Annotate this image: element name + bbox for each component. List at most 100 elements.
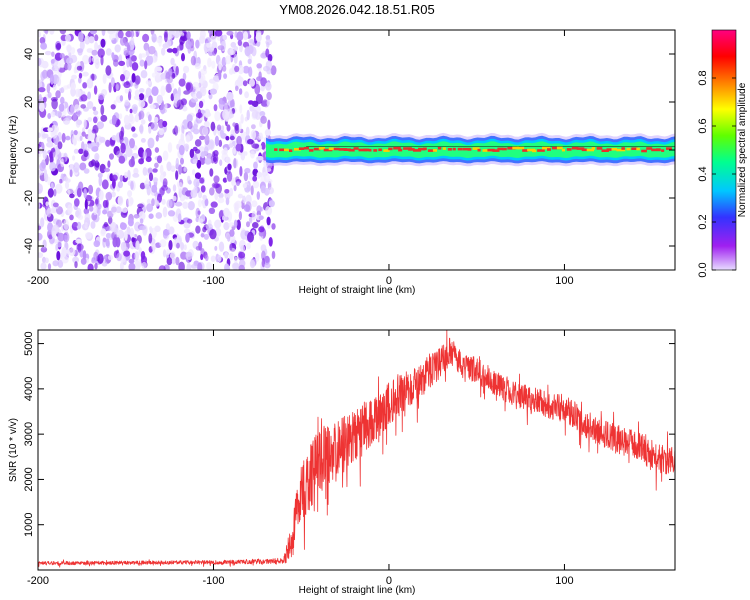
noise-speckle: [101, 30, 106, 36]
noise-speckle: [47, 188, 54, 198]
signal-core: [636, 147, 640, 151]
noise-speckle: [261, 257, 266, 268]
noise-speckle: [225, 197, 230, 206]
noise-speckle: [105, 238, 110, 247]
noise-speckle: [188, 179, 192, 185]
noise-speckle: [104, 167, 110, 173]
noise-speckle: [38, 232, 43, 241]
noise-speckle: [212, 156, 217, 162]
noise-speckle: [205, 113, 209, 118]
noise-speckle: [198, 191, 203, 199]
noise-speckle: [155, 200, 160, 206]
noise-speckle: [38, 94, 42, 101]
noise-speckle: [194, 172, 202, 180]
noise-speckle: [266, 216, 271, 226]
signal-core: [666, 147, 672, 150]
noise-speckle: [172, 184, 177, 192]
noise-speckle: [139, 218, 144, 224]
noise-speckle: [166, 161, 172, 172]
noise-speckle: [156, 94, 163, 105]
noise-speckle: [218, 60, 222, 71]
noise-speckle: [234, 65, 240, 73]
signal-core: [323, 148, 333, 152]
noise-speckle: [56, 250, 61, 261]
signal-core: [398, 148, 403, 152]
noise-speckle: [185, 82, 191, 91]
noise-speckle: [267, 178, 273, 184]
noise-speckle: [82, 82, 88, 89]
noise-speckle: [49, 161, 56, 172]
signal-core: [522, 149, 529, 152]
noise-speckle: [199, 177, 205, 184]
noise-speckle: [87, 117, 93, 122]
noise-speckle: [55, 183, 63, 194]
noise-speckle: [119, 174, 124, 182]
noise-speckle: [254, 83, 261, 95]
noise-speckle: [257, 170, 261, 179]
signal-core: [363, 148, 370, 152]
noise-speckle: [115, 83, 119, 91]
noise-speckle: [108, 82, 112, 93]
noise-speckle: [200, 233, 205, 238]
noise-speckle: [193, 178, 200, 188]
noise-speckle: [94, 160, 100, 171]
signal-core: [418, 147, 426, 151]
noise-speckle: [263, 65, 270, 72]
noise-speckle: [60, 87, 65, 94]
signal-core: [368, 148, 372, 152]
noise-speckle: [252, 222, 259, 229]
noise-speckle: [249, 39, 255, 49]
noise-speckle: [214, 111, 221, 122]
noise-speckle: [209, 229, 217, 240]
noise-speckle: [156, 155, 163, 164]
noise-speckle: [108, 216, 113, 225]
signal-core: [388, 147, 393, 151]
noise-speckle: [59, 178, 63, 184]
noise-speckle: [230, 98, 235, 110]
noise-speckle: [91, 49, 98, 56]
noise-speckle: [38, 31, 42, 38]
noise-speckle: [234, 124, 240, 134]
signal-core: [502, 147, 507, 151]
noise-speckle: [174, 201, 183, 207]
noise-speckle: [251, 109, 259, 119]
signal-core: [289, 149, 293, 152]
noise-speckle: [73, 130, 78, 136]
noise-speckle: [53, 61, 61, 71]
signal-core: [566, 148, 572, 151]
noise-speckle: [229, 243, 233, 251]
noise-speckle: [178, 164, 183, 175]
noise-speckle: [229, 187, 234, 197]
noise-speckle: [38, 87, 46, 93]
noise-speckle: [266, 99, 270, 106]
noise-speckle: [178, 144, 185, 156]
noise-speckle: [212, 151, 216, 158]
noise-speckle: [163, 228, 171, 236]
signal-core: [571, 146, 579, 150]
signal-core: [626, 147, 631, 151]
spectrogram-x-tick-label: -100: [202, 275, 224, 287]
signal-core: [284, 148, 289, 152]
noise-speckle: [92, 106, 97, 112]
signal-core: [442, 147, 446, 150]
noise-speckle: [52, 202, 59, 208]
noise-speckle: [164, 103, 168, 110]
noise-speckle: [130, 37, 135, 46]
noise-speckle: [148, 45, 156, 55]
noise-speckle: [258, 226, 265, 233]
noise-speckle: [45, 201, 49, 207]
noise-speckle: [120, 142, 126, 154]
noise-speckle: [247, 138, 254, 145]
noise-speckle: [46, 141, 54, 148]
noise-speckle: [96, 121, 105, 130]
noise-speckle: [40, 217, 45, 228]
noise-speckle: [227, 222, 235, 227]
noise-speckle: [161, 47, 166, 56]
noise-speckle: [258, 144, 262, 150]
noise-speckle: [260, 244, 267, 252]
noise-speckle: [125, 147, 133, 158]
noise-speckle: [38, 183, 43, 194]
noise-speckle: [218, 70, 222, 81]
noise-speckle: [118, 60, 126, 67]
spectrogram-y-tick-label: -40: [23, 238, 35, 254]
